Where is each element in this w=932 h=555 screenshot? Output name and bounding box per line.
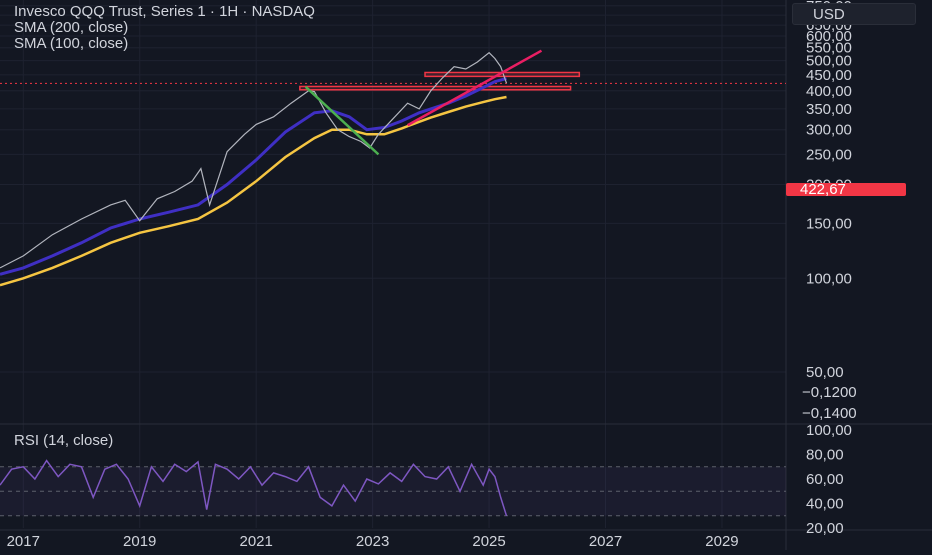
rsi-line[interactable] [0,459,508,517]
price-line[interactable] [0,51,508,269]
y-tick-label: 500,00 [806,53,852,70]
last-price-badge: 422,67 [786,182,906,197]
y-tick-label: 600,00 [806,28,852,45]
chart-legend: Invesco QQQ Trust, Series 1 · 1H · NASDA… [14,4,315,52]
currency-button[interactable]: USD [792,3,916,25]
x-tick-label: 2017 [7,533,40,550]
rsi-legend[interactable]: RSI (14, close) [14,432,114,449]
x-tick-label: 2021 [239,533,272,550]
x-tick-label: 2025 [472,533,505,550]
rsi-y-tick-label: 40,00 [806,496,844,513]
y-tick-label: 50,00 [806,364,844,381]
x-tick-label: 2023 [356,533,389,550]
y-tick-label: 350,00 [806,101,852,118]
rsi-y-tick-label: 20,00 [806,520,844,537]
y-tick-label: 250,00 [806,146,852,163]
y-tick-label: 150,00 [806,215,852,232]
rsi-y-tick-label: 100,00 [806,422,852,439]
resistance-zone[interactable] [299,85,572,91]
legend-sma100[interactable]: SMA (100, close) [14,35,129,52]
sma200-line[interactable] [0,95,507,287]
uptrend-line[interactable] [406,49,543,127]
legend-sma200[interactable]: SMA (200, close) [14,19,129,36]
chart-title[interactable]: Invesco QQQ Trust, Series 1 · 1H · NASDA… [14,3,315,20]
x-tick-label: 2029 [705,533,738,550]
y-tick-label: −0,1400 [802,405,857,422]
rsi-y-tick-label: 80,00 [806,447,844,464]
y-tick-label: 100,00 [806,270,852,287]
y-tick-label: 450,00 [806,67,852,84]
x-tick-label: 2019 [123,533,156,550]
y-tick-label: 400,00 [806,83,852,100]
x-tick-label: 2027 [589,533,622,550]
y-tick-label: 550,00 [806,40,852,57]
y-tick-label: 300,00 [806,122,852,139]
downtrend-line[interactable] [304,85,380,156]
rsi-y-tick-label: 60,00 [806,471,844,488]
y-tick-label: −0,1200 [802,384,857,401]
